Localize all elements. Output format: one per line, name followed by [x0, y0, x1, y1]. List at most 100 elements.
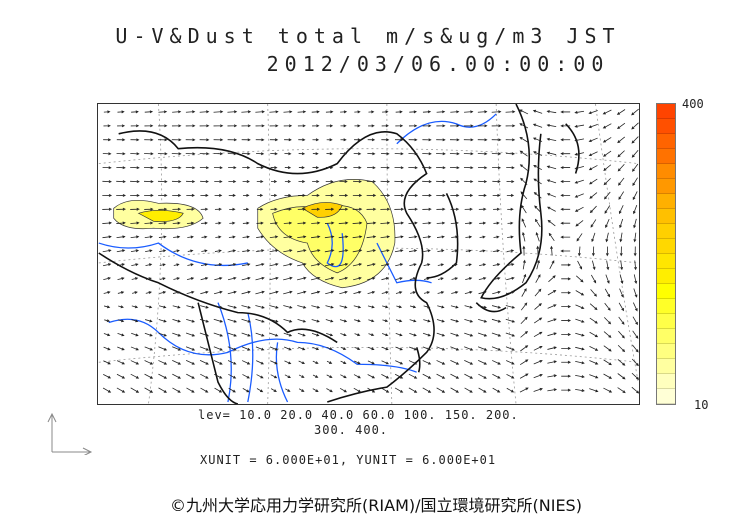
- wind-arrow: [394, 180, 405, 184]
- wind-arrow: [340, 374, 347, 379]
- wind-arrow: [256, 360, 265, 365]
- wind-arrow: [352, 207, 363, 211]
- colorbar-band: [657, 254, 675, 269]
- wind-arrow: [130, 166, 140, 170]
- wind-arrow: [311, 332, 320, 337]
- wind-arrow: [354, 346, 361, 351]
- title-line-2: 2012/03/06.00:00:00: [266, 52, 610, 76]
- wind-arrow: [380, 207, 391, 211]
- colorbar-band: [657, 104, 675, 119]
- wind-arrow: [312, 124, 320, 128]
- wind-arrow: [185, 152, 196, 156]
- wind-arrow: [185, 360, 196, 365]
- wind-arrow: [576, 275, 584, 283]
- wind-arrow: [492, 360, 501, 365]
- wind-arrow: [145, 291, 152, 295]
- wind-arrow: [325, 180, 334, 184]
- wind-arrow: [270, 193, 278, 197]
- wind-arrow: [228, 387, 236, 393]
- wind-arrow: [310, 262, 321, 267]
- wind-arrow: [310, 276, 321, 281]
- wind-arrow: [436, 319, 445, 323]
- wind-arrow: [604, 205, 611, 214]
- wind-arrow: [227, 305, 237, 309]
- wind-arrow: [145, 305, 153, 309]
- wind-arrow: [227, 346, 237, 351]
- wind-arrow: [187, 263, 194, 267]
- wind-arrow: [213, 290, 223, 295]
- wind-arrow: [158, 207, 168, 211]
- wind-arrow: [186, 318, 196, 323]
- wind-arrow: [632, 163, 639, 172]
- wind-arrow: [560, 221, 571, 225]
- wind-arrow: [324, 262, 335, 267]
- wind-arrow: [103, 360, 111, 365]
- wind-arrow: [422, 166, 432, 170]
- wind-arrow: [199, 332, 210, 337]
- wind-arrow: [547, 332, 557, 337]
- title-line-1: U-V&Dust total m/s&ug/m3 JST: [115, 24, 621, 48]
- wind-arrow: [298, 346, 306, 351]
- wind-arrow: [144, 235, 154, 239]
- wind-arrow: [131, 110, 139, 114]
- wind-arrow: [464, 373, 474, 379]
- wind-arrow: [408, 124, 418, 128]
- wind-arrow: [631, 372, 639, 380]
- wind-arrow: [560, 166, 571, 170]
- wind-arrow: [116, 387, 126, 393]
- wind-arrow: [618, 177, 625, 186]
- wind-arrow: [394, 152, 404, 156]
- wind-arrow: [451, 235, 459, 239]
- wind-arrow: [172, 373, 182, 379]
- wind-arrow: [381, 374, 390, 379]
- wind-arrow: [575, 304, 585, 309]
- wind-arrow: [241, 305, 251, 309]
- wind-arrow: [298, 180, 306, 184]
- wind-arrow: [157, 180, 168, 184]
- wind-arrow: [339, 290, 348, 295]
- wind-arrow: [255, 110, 265, 114]
- wind-arrow: [144, 373, 154, 379]
- wind-arrow: [464, 387, 473, 393]
- wind-arrow: [589, 192, 598, 199]
- wind-arrow: [616, 122, 626, 130]
- wind-arrow: [505, 290, 515, 295]
- wind-arrow: [519, 136, 528, 143]
- wind-arrow: [116, 221, 126, 225]
- wind-arrow: [367, 374, 376, 379]
- wind-arrow: [450, 387, 460, 393]
- wind-arrow: [408, 180, 419, 184]
- wind-arrow: [437, 249, 445, 253]
- wind-arrow: [561, 332, 572, 336]
- wind-arrow: [297, 290, 307, 295]
- wind-arrow: [172, 305, 181, 309]
- wind-arrow: [574, 193, 584, 198]
- wind-arrow: [522, 273, 527, 284]
- wind-arrow: [241, 332, 251, 337]
- wind-arrow: [185, 138, 196, 142]
- wind-arrow: [631, 122, 639, 130]
- wind-arrow: [325, 319, 334, 323]
- wind-arrow: [491, 152, 502, 156]
- wind-arrow: [381, 346, 389, 351]
- wind-arrow: [368, 333, 375, 337]
- wind-arrow: [352, 249, 363, 253]
- wind-arrow: [269, 262, 279, 267]
- wind-arrow: [574, 138, 585, 142]
- wind-arrow: [561, 360, 572, 364]
- wind-arrow: [603, 191, 611, 200]
- wind-arrow: [325, 207, 335, 211]
- wind-arrow: [519, 164, 528, 171]
- wind-arrow: [548, 275, 556, 283]
- wind-arrow: [479, 221, 487, 225]
- wind-arrow: [187, 235, 194, 239]
- wind-arrow: [591, 246, 595, 257]
- wind-arrow: [283, 305, 293, 309]
- wind-arrow: [533, 192, 542, 199]
- wind-arrow: [102, 221, 113, 225]
- wind-arrow: [269, 332, 279, 337]
- wind-arrow: [242, 388, 250, 393]
- wind-arrow: [214, 180, 223, 184]
- wind-arrow: [173, 235, 181, 239]
- wind-arrow: [241, 263, 251, 267]
